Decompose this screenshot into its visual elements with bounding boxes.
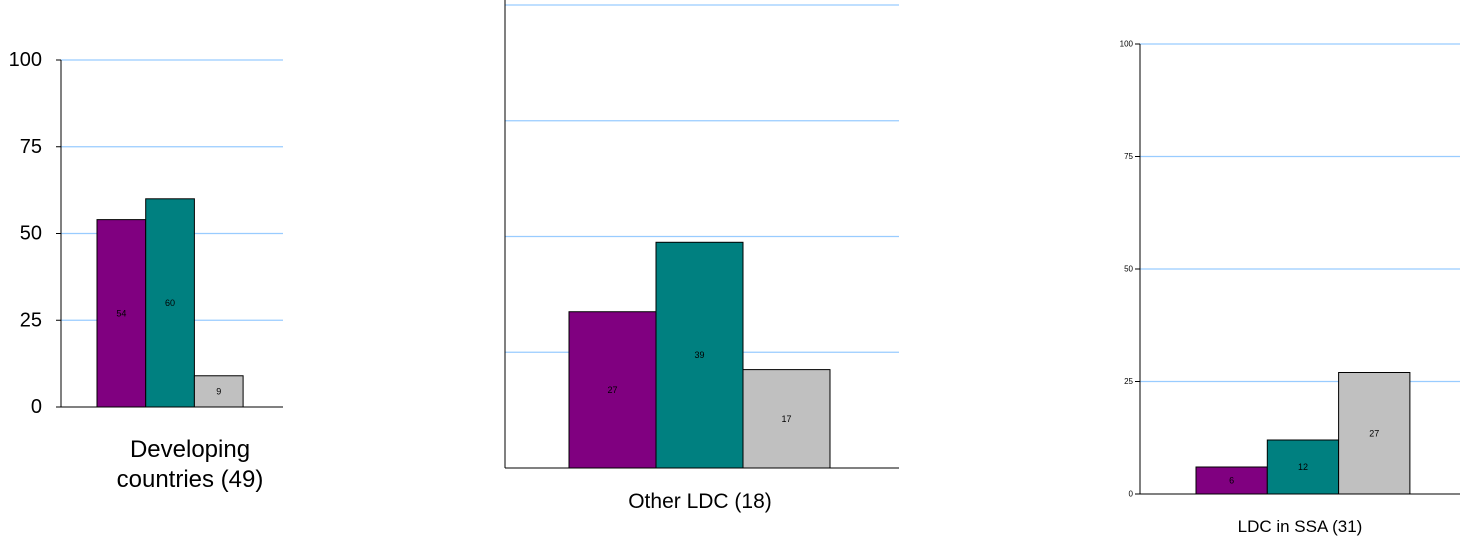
category-label-developing-countries: Developing countries (49) <box>100 435 280 495</box>
y-tick-label: 100 <box>1120 40 1134 49</box>
bar <box>568 311 657 469</box>
bar-data-label: 6 <box>1229 476 1234 486</box>
y-tick-label: 75 <box>1124 152 1133 161</box>
y-tick-label: 50 <box>1124 265 1133 274</box>
category-label-line: countries (49) <box>116 466 264 493</box>
bar-data-label: 9 <box>216 386 221 396</box>
y-tick-label: 0 <box>31 396 42 418</box>
category-label-line: Developing <box>129 436 251 463</box>
bar <box>1266 439 1340 495</box>
bar <box>1195 466 1268 495</box>
y-tick-label: 100 <box>9 49 42 71</box>
y-tick-label: 25 <box>1124 377 1133 386</box>
y-tick-label: 0 <box>1129 490 1134 499</box>
bar <box>742 369 831 469</box>
bar-data-label: 39 <box>694 350 704 360</box>
y-tick-label: 50 <box>20 223 42 245</box>
bar <box>1338 372 1411 495</box>
bar <box>193 375 244 408</box>
y-tick-label: 75 <box>20 136 42 158</box>
bar-data-label: 60 <box>165 298 175 308</box>
bar-data-label: 54 <box>116 308 126 318</box>
bar-data-label: 27 <box>607 385 617 395</box>
category-label-other-ldc: Other LDC (18) <box>628 490 772 513</box>
bar <box>145 198 195 408</box>
y-tick-label: 25 <box>20 309 42 331</box>
bar-data-label: 27 <box>1369 428 1379 438</box>
category-label-ldc-in-ssa: LDC in SSA (31) <box>1237 517 1363 536</box>
bar-data-label: 17 <box>781 414 791 424</box>
bar-data-label: 12 <box>1298 462 1308 472</box>
